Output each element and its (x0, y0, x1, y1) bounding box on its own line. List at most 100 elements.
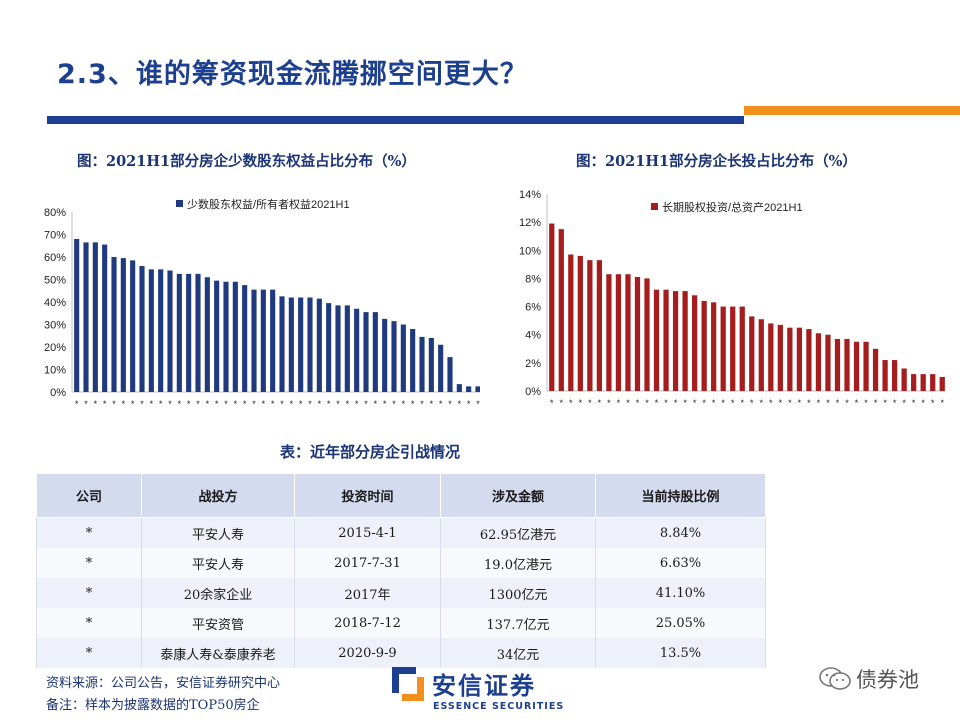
cell-amount: 137.7亿元 (440, 608, 596, 638)
cell-company: * (36, 608, 142, 638)
y-tick-label: 4% (525, 330, 541, 342)
x-tick-label: * (626, 398, 630, 408)
x-tick-label: * (234, 399, 238, 409)
bar (730, 306, 736, 391)
logo-wordmark: 安信证券 (432, 672, 536, 700)
x-tick-label: * (883, 398, 887, 408)
bar (834, 338, 841, 391)
x-tick-label: * (476, 399, 480, 409)
bar (853, 341, 860, 391)
y-tick-label: 10% (519, 245, 541, 257)
bar (438, 344, 444, 392)
table-caption: 表：近年部分房企引战情况 (279, 443, 460, 461)
bar (410, 329, 416, 392)
bar (363, 312, 369, 392)
x-tick-label: * (355, 399, 359, 409)
x-tick-label: * (693, 398, 697, 408)
wechat-icon (819, 667, 851, 690)
x-tick-label: * (845, 398, 849, 408)
bar (195, 273, 201, 392)
y-tick-label: 6% (525, 302, 541, 314)
x-tick-label: * (569, 398, 573, 408)
x-tick-label: * (103, 399, 107, 409)
bar (372, 312, 378, 392)
bar (223, 281, 229, 392)
x-tick-label: * (308, 399, 312, 409)
x-tick-label: * (731, 398, 735, 408)
bar (120, 258, 126, 392)
bar (615, 274, 622, 391)
y-tick-label: 20% (44, 342, 66, 354)
page-title: 2.3、谁的筹资现金流腾挪空间更大？ (57, 59, 528, 90)
x-tick-label: * (550, 398, 554, 408)
legend-swatch (651, 203, 658, 210)
x-tick-label: * (262, 399, 266, 409)
y-tick-label: 70% (44, 230, 66, 242)
x-tick-label: * (893, 398, 897, 408)
bar (419, 336, 425, 392)
bar (758, 319, 764, 391)
x-tick-label: * (836, 398, 840, 408)
cell-date: 2020-9-9 (294, 638, 441, 668)
bar (111, 257, 117, 392)
bar (260, 289, 266, 392)
col-header-company: 公司 (36, 473, 142, 518)
bar (720, 306, 726, 391)
x-tick-label: * (150, 399, 154, 409)
bar (558, 229, 564, 391)
bar (326, 303, 332, 392)
bar (335, 305, 341, 392)
cell-date: 2018-7-12 (294, 608, 441, 638)
col-header-amount: 涉及金额 (440, 473, 596, 518)
bar (625, 274, 631, 391)
bar (279, 296, 285, 392)
bar (102, 244, 108, 392)
x-tick-label: * (327, 399, 331, 409)
cell-company: * (36, 548, 142, 578)
y-tick-label: 0% (525, 386, 541, 398)
x-tick-label: * (336, 399, 340, 409)
left-chart-caption: 图：2021H1部分房企少数股东权益占比分布（%） (77, 153, 416, 170)
bar (354, 308, 360, 392)
cell-stake: 41.10% (595, 578, 766, 608)
legend-label: 少数股东权益/所有者权益2021H1 (187, 197, 350, 211)
legend-swatch (176, 200, 183, 207)
bar (806, 329, 812, 391)
x-tick-label: * (817, 398, 821, 408)
bar (634, 277, 641, 391)
x-tick-label: * (196, 399, 200, 409)
col-header-investor: 战投方 (141, 473, 295, 518)
x-tick-label: * (864, 398, 868, 408)
x-tick-label: * (411, 399, 415, 409)
bar (74, 239, 80, 392)
bar (596, 260, 602, 391)
bar (344, 305, 350, 392)
cell-date: 2017年 (294, 578, 441, 608)
bar (892, 360, 898, 391)
bar (298, 297, 304, 392)
bar (251, 289, 257, 392)
cell-investor: 平安资管 (141, 608, 295, 638)
x-tick-label: * (760, 398, 764, 408)
x-tick-label: * (579, 398, 583, 408)
x-tick-label: * (560, 398, 564, 408)
cell-stake: 6.63% (595, 548, 766, 578)
table-row: * 泰康人寿&泰康养老 2020-9-9 34亿元 13.5% (36, 638, 766, 668)
bar (186, 273, 192, 392)
x-tick-label: * (252, 399, 256, 409)
bar (83, 242, 89, 392)
x-tick-label: * (921, 398, 925, 408)
cell-company: * (36, 517, 142, 548)
bar (844, 338, 850, 391)
x-tick-label: * (798, 398, 802, 408)
bar (787, 327, 793, 391)
y-tick-label: 2% (525, 358, 541, 370)
cell-date: 2017-7-31 (294, 548, 441, 578)
x-tick-label: * (826, 398, 830, 408)
x-tick-label: * (617, 398, 621, 408)
y-tick-label: 14% (519, 189, 541, 201)
bar (920, 374, 926, 391)
cell-investor: 平安人寿 (141, 548, 295, 578)
x-tick-label: * (702, 398, 706, 408)
bar (428, 338, 434, 392)
